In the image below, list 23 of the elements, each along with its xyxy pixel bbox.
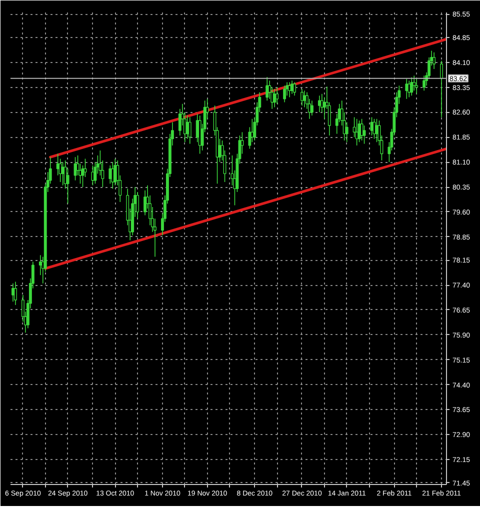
candlestick [273,88,276,108]
candlestick [360,118,364,141]
candlestick [432,52,436,70]
candlestick [303,90,306,108]
candlestick [283,85,286,103]
candlestick [410,76,414,96]
candlestick [58,158,62,182]
candlestick [318,95,321,113]
candlestick [300,88,304,106]
candlestick [144,190,147,216]
candlestick [293,82,296,96]
candlestick [310,100,314,116]
candlestick [440,60,443,118]
candlestick [14,281,17,306]
candlestick [178,108,182,136]
candlestick [422,75,426,92]
candlestick [188,116,192,144]
candlestick [66,168,70,204]
candlestick [362,125,366,144]
candlestick [266,76,269,101]
candlestick [412,75,416,92]
candlestick [276,86,279,104]
candlestick [415,78,418,94]
